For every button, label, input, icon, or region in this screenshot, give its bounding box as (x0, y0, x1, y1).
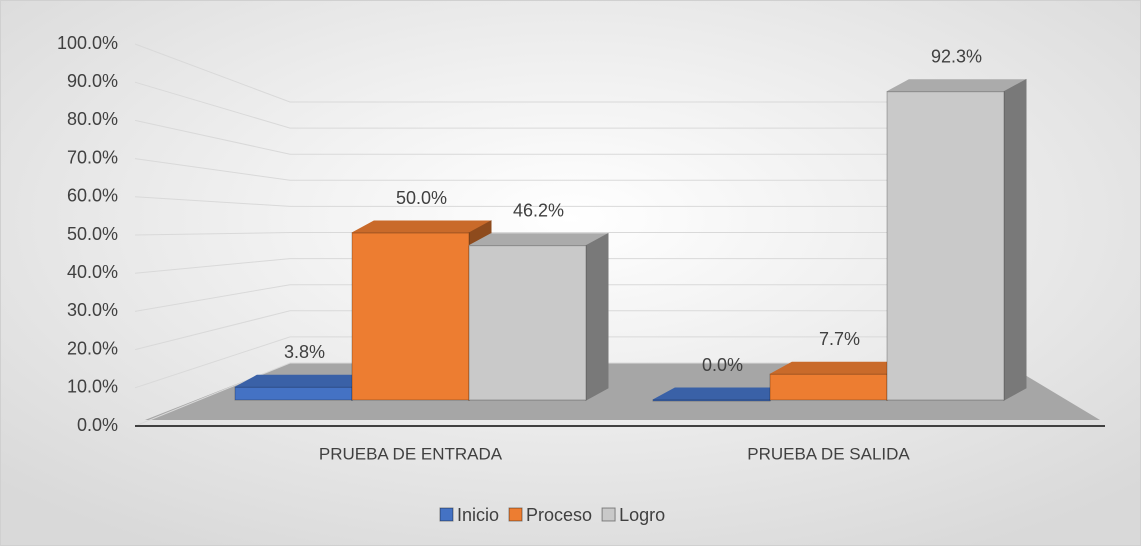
grid-line (134, 43, 1005, 103)
bar (351, 232, 470, 401)
grid-line (134, 258, 1005, 274)
y-tick-label: 10.0% (67, 377, 118, 397)
bar-top (351, 220, 492, 234)
grid-line (134, 284, 1005, 312)
y-tick-label: 30.0% (67, 300, 118, 320)
data-label: 46.2% (513, 200, 564, 220)
bar (234, 386, 353, 401)
grid-line (134, 158, 1005, 181)
y-tick-label: 0.0% (77, 415, 118, 435)
legend-swatch (439, 507, 454, 522)
data-label: 0.0% (702, 355, 743, 375)
y-tick-label: 60.0% (67, 186, 118, 206)
grid-line (134, 81, 1005, 129)
bar-top (886, 79, 1027, 93)
legend-label: Inicio (457, 505, 499, 525)
bar (769, 373, 888, 401)
grid-line (134, 362, 1005, 427)
data-label: 7.7% (819, 329, 860, 349)
grid-line (134, 232, 1005, 236)
legend-label: Proceso (526, 505, 592, 525)
bar-top (468, 233, 609, 247)
data-label: 50.0% (396, 188, 447, 208)
grid-line (134, 119, 1005, 155)
y-tick-label: 100.0% (57, 33, 118, 53)
y-tick-label: 70.0% (67, 147, 118, 167)
y-tick-label: 80.0% (67, 109, 118, 129)
data-label: 3.8% (284, 342, 325, 362)
bar-side (585, 232, 609, 401)
bar (886, 91, 1005, 401)
legend-label: Logro (619, 505, 665, 525)
y-tick-label: 50.0% (67, 224, 118, 244)
y-tick-label: 90.0% (67, 71, 118, 91)
legend-swatch (601, 507, 616, 522)
bar (468, 245, 587, 401)
data-label: 92.3% (931, 46, 982, 66)
grid-line (134, 310, 1005, 351)
x-tick-label: PRUEBA DE SALIDA (747, 444, 910, 463)
grid-line (134, 336, 1005, 389)
bar (652, 399, 771, 402)
bar-side (1003, 78, 1027, 401)
y-tick-label: 20.0% (67, 338, 118, 358)
x-tick-label: PRUEBA DE ENTRADA (319, 444, 503, 463)
y-tick-label: 40.0% (67, 262, 118, 282)
grid-line (134, 196, 1005, 207)
legend-swatch (508, 507, 523, 522)
